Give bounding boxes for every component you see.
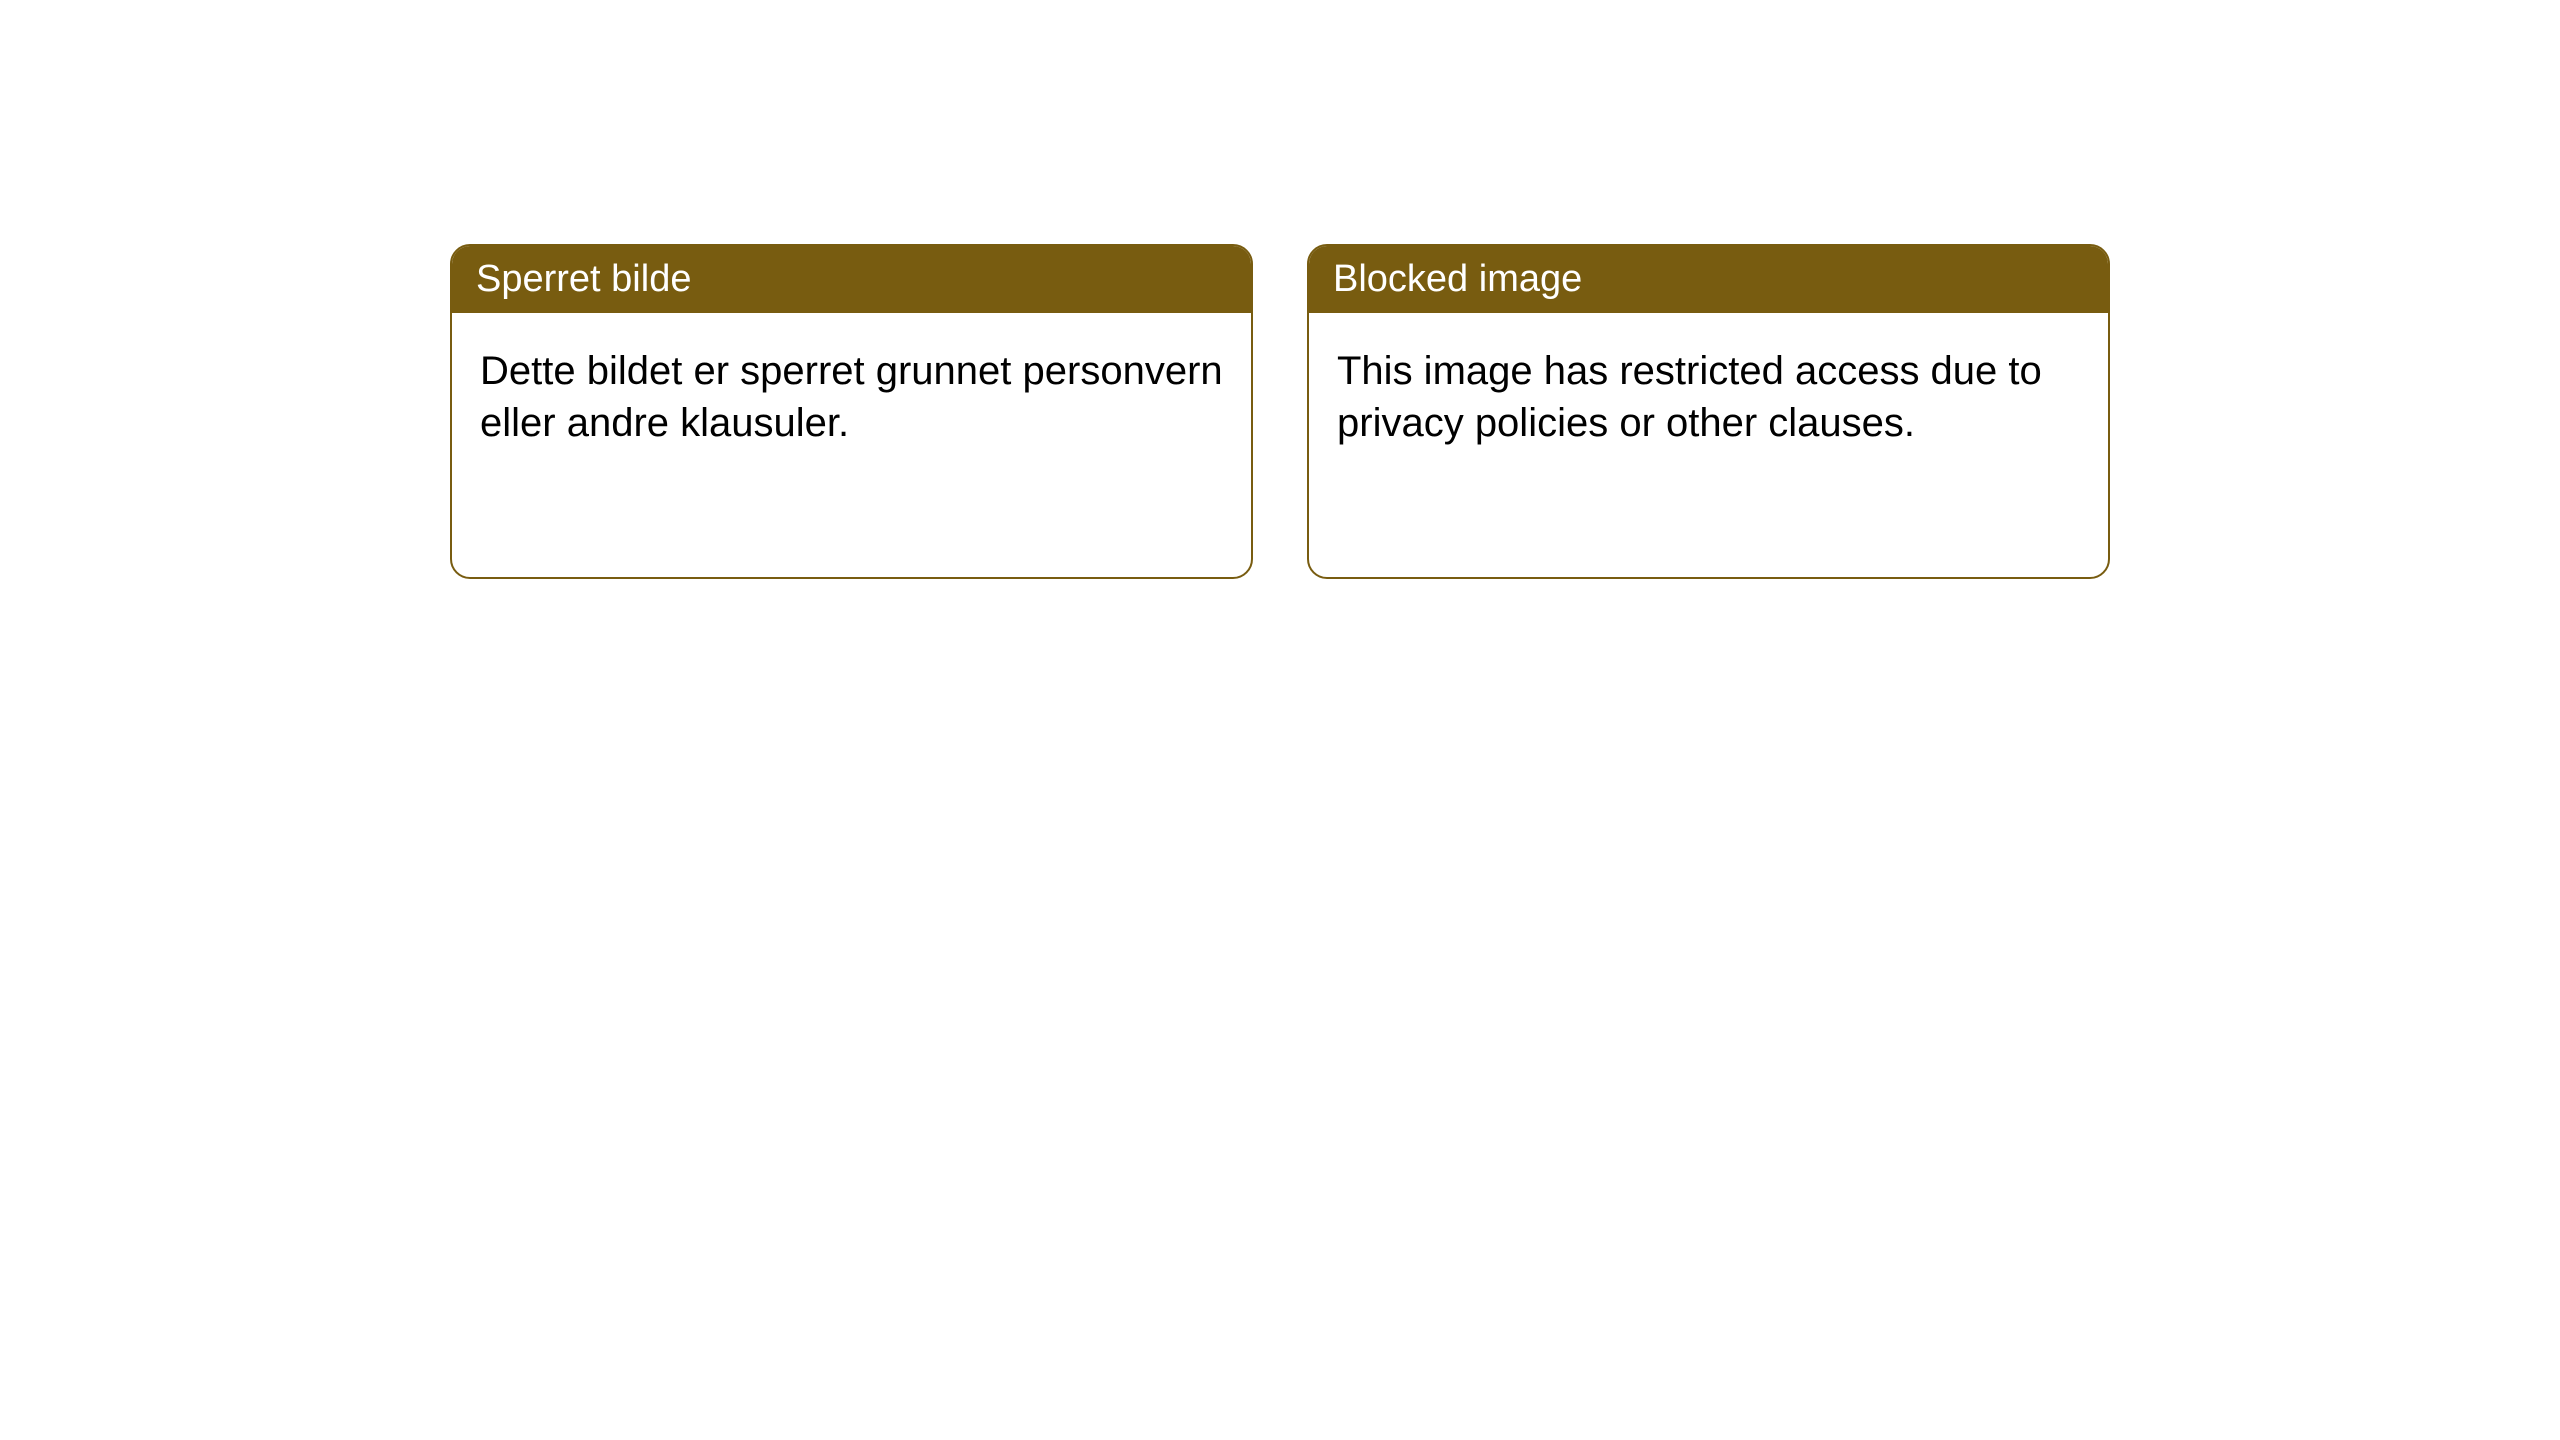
- notice-box-english: Blocked image This image has restricted …: [1307, 244, 2110, 579]
- notice-body: This image has restricted access due to …: [1309, 313, 2108, 481]
- notice-title: Blocked image: [1333, 258, 1582, 300]
- notice-title: Sperret bilde: [476, 258, 691, 300]
- notice-text: Dette bildet er sperret grunnet personve…: [480, 349, 1223, 445]
- notice-header: Sperret bilde: [452, 246, 1251, 313]
- notice-box-norwegian: Sperret bilde Dette bildet er sperret gr…: [450, 244, 1253, 579]
- notice-header: Blocked image: [1309, 246, 2108, 313]
- notice-body: Dette bildet er sperret grunnet personve…: [452, 313, 1251, 481]
- notice-text: This image has restricted access due to …: [1337, 349, 2042, 445]
- notice-container: Sperret bilde Dette bildet er sperret gr…: [0, 0, 2560, 579]
